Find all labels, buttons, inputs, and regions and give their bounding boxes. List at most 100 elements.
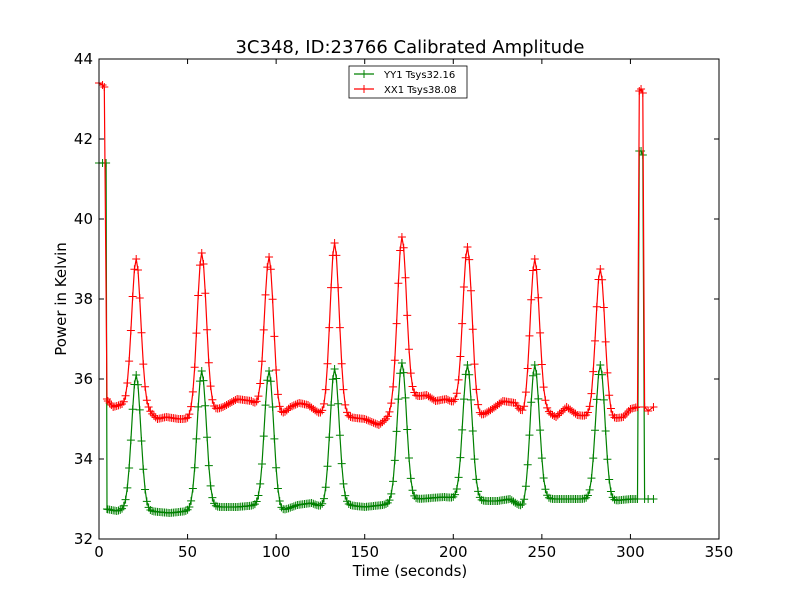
data-point-marker (399, 368, 408, 377)
data-point-marker (387, 489, 396, 498)
data-point-marker (521, 388, 530, 397)
data-point-marker (224, 400, 233, 408)
data-point-marker (195, 261, 204, 270)
data-point-marker (390, 456, 399, 465)
data-point-marker (321, 483, 330, 492)
data-point-marker (587, 389, 596, 398)
data-point-marker (139, 360, 148, 369)
data-point-marker (392, 319, 401, 328)
data-point-marker (523, 460, 532, 469)
data-point-marker (452, 389, 461, 398)
data-point-marker (589, 367, 598, 376)
data-point-marker (185, 503, 194, 512)
data-point-marker (343, 408, 351, 417)
y-tick-label: 40 (74, 210, 93, 228)
legend-box (348, 65, 468, 99)
data-point-marker (344, 499, 353, 508)
data-point-marker (337, 359, 346, 368)
data-point-marker (323, 359, 332, 368)
data-point-marker (275, 402, 284, 411)
data-point-marker (208, 493, 217, 502)
data-point-marker (204, 461, 213, 470)
data-point-marker (592, 302, 601, 311)
data-point-marker (443, 395, 452, 404)
data-point-marker (185, 410, 194, 419)
data-point-marker (339, 385, 348, 394)
data-point-marker (337, 459, 346, 468)
data-point-marker (282, 504, 291, 513)
data-point-marker (259, 432, 268, 441)
data-point-marker (215, 404, 224, 413)
data-point-marker (539, 383, 548, 392)
data-point-marker (282, 406, 291, 415)
data-point-marker (530, 255, 539, 263)
data-point-marker (474, 400, 483, 409)
data-point-marker (194, 402, 203, 411)
data-point-marker (452, 485, 461, 494)
x-tick-label: 150 (350, 543, 379, 561)
data-point-marker (327, 283, 336, 292)
data-point-marker (405, 345, 413, 354)
data-point-marker (599, 303, 608, 312)
data-point-marker (583, 491, 592, 500)
data-point-marker (378, 418, 387, 427)
data-point-marker (318, 499, 327, 508)
data-point-marker (598, 370, 607, 379)
data-point-marker (525, 431, 534, 440)
data-point-marker (543, 403, 552, 412)
data-point-marker (192, 329, 201, 338)
legend-item: XX1 Tsys38.08 (354, 85, 457, 96)
legend-item: YY1 Tsys32.16 (354, 70, 455, 81)
data-point-marker (126, 436, 135, 445)
data-point-marker (399, 243, 408, 252)
data-point-marker (256, 479, 265, 488)
data-point-marker (109, 402, 118, 411)
data-point-marker (194, 291, 203, 300)
data-point-marker (128, 292, 137, 301)
y-tick-label: 42 (74, 130, 93, 148)
data-point-marker (311, 500, 320, 509)
data-point-marker (217, 403, 226, 412)
data-point-marker (275, 496, 284, 505)
data-point-marker (181, 414, 190, 423)
series-0 (95, 147, 658, 517)
data-point-marker (341, 491, 350, 500)
x-tick-label: 300 (616, 543, 645, 561)
data-point-marker (277, 503, 286, 512)
data-point-marker (273, 484, 282, 493)
data-point-marker (463, 243, 472, 251)
data-point-marker (364, 416, 373, 425)
data-point-marker (335, 323, 344, 332)
data-point-marker (619, 412, 628, 421)
data-point-marker (397, 359, 406, 367)
data-point-marker (125, 463, 134, 472)
data-point-marker (197, 367, 206, 375)
data-point-marker (394, 279, 403, 288)
data-point-marker (381, 500, 390, 509)
data-point-marker (474, 487, 483, 496)
data-point-marker (339, 479, 348, 488)
data-point-marker (307, 498, 316, 507)
data-point-marker (360, 415, 369, 423)
data-point-marker (534, 394, 543, 403)
data-point-marker (518, 406, 527, 415)
data-point-marker (110, 402, 119, 411)
data-point-marker (520, 495, 529, 504)
legend-label: XX1 Tsys38.08 (384, 85, 457, 96)
data-point-marker (146, 505, 155, 514)
data-point-marker (571, 409, 580, 418)
data-point-marker (114, 506, 123, 515)
data-point-marker (534, 293, 543, 302)
data-point-marker (362, 415, 371, 424)
data-point-marker (265, 253, 274, 261)
data-point-marker (468, 427, 477, 436)
data-point-marker (137, 328, 146, 337)
data-point-marker (385, 496, 394, 505)
data-point-marker (544, 407, 553, 416)
data-point-marker (201, 401, 210, 410)
data-point-marker (406, 369, 415, 378)
data-point-marker (344, 411, 353, 420)
data-point-marker (105, 399, 114, 407)
data-point-marker (380, 416, 389, 425)
data-point-marker (397, 233, 406, 241)
